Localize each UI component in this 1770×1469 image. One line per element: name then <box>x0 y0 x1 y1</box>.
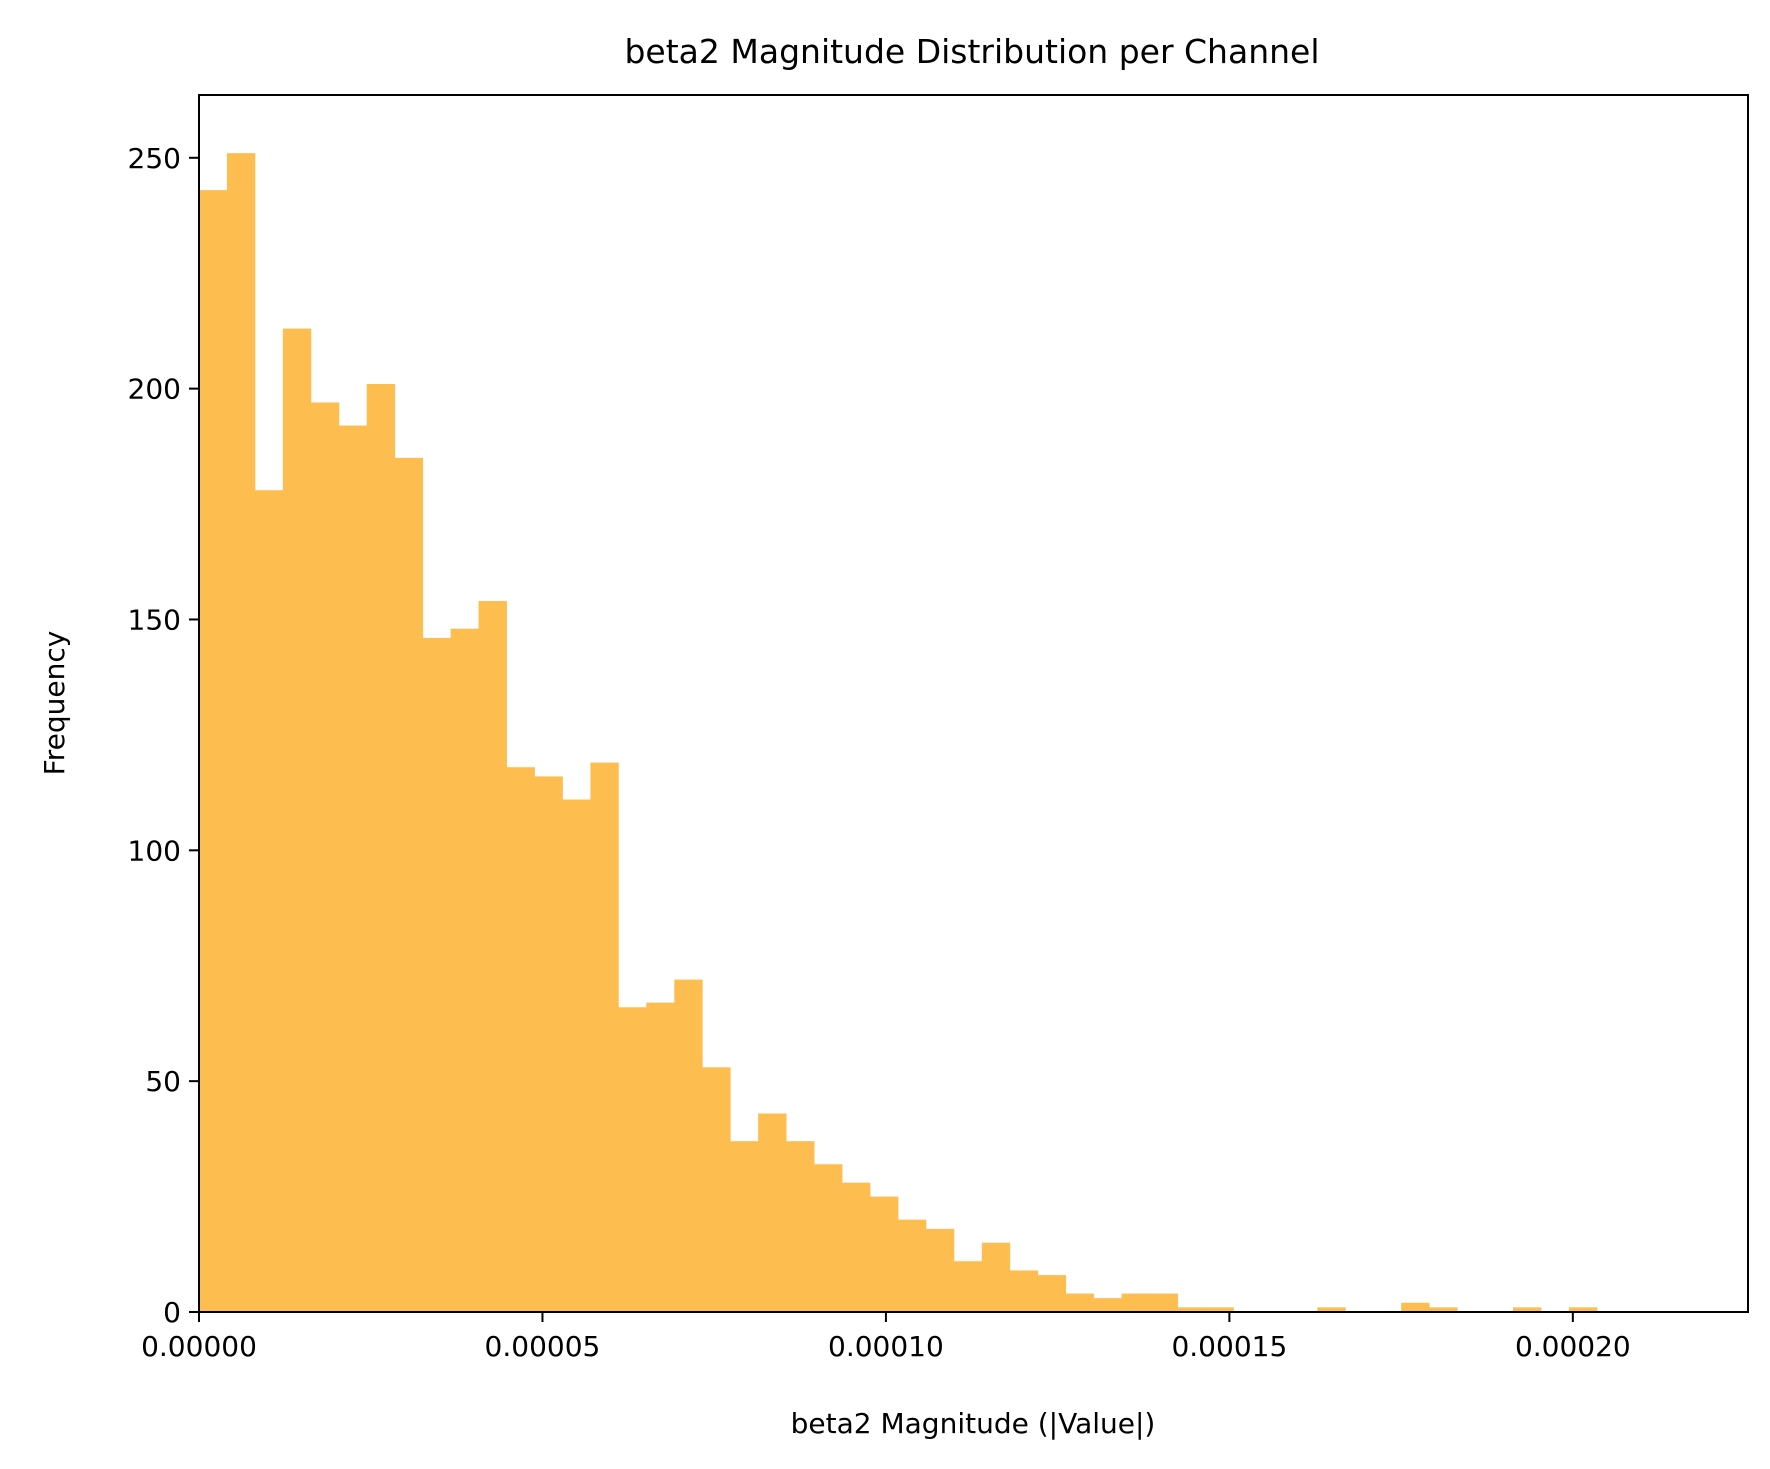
histogram-bar <box>1317 1307 1346 1312</box>
histogram-bar <box>1205 1307 1234 1312</box>
histogram-bar <box>730 1141 759 1312</box>
bars-layer <box>199 153 1598 1313</box>
histogram-bar <box>1093 1298 1122 1312</box>
histogram-bar <box>254 490 284 1312</box>
histogram-bar <box>562 799 591 1312</box>
histogram-bar <box>1065 1293 1095 1312</box>
histogram-bar <box>646 1002 675 1312</box>
histogram-bar <box>394 457 424 1312</box>
histogram-bar <box>897 1219 927 1312</box>
histogram-bar <box>981 1242 1011 1312</box>
x-tick-label: 0.00010 <box>828 1330 944 1363</box>
histogram-bar <box>1568 1307 1598 1312</box>
chart-title: beta2 Magnitude Distribution per Channel <box>624 32 1319 71</box>
histogram-bar <box>618 1007 647 1312</box>
y-tick-label: 250 <box>128 142 181 175</box>
y-tick-label: 200 <box>128 373 181 406</box>
histogram-bar <box>366 384 396 1312</box>
histogram-bar <box>674 979 703 1312</box>
histogram-bar <box>590 762 619 1312</box>
histogram-bar <box>1177 1307 1206 1312</box>
histogram-bar <box>842 1182 871 1312</box>
x-axis-ticks: 0.00000 0.00005 0.00010 0.00015 0.00020 <box>141 1312 1631 1363</box>
histogram-bar <box>702 1067 731 1312</box>
histogram-bar <box>310 402 340 1313</box>
histogram-bar <box>1401 1302 1430 1312</box>
x-tick-label: 0.00005 <box>485 1330 601 1363</box>
histogram-bar <box>506 767 535 1312</box>
histogram-bar <box>925 1228 955 1312</box>
histogram-bar <box>1037 1275 1067 1312</box>
histogram-bar <box>534 776 563 1312</box>
y-tick-label: 50 <box>145 1065 181 1098</box>
histogram-bar <box>422 637 452 1312</box>
y-axis-label: Frequency <box>38 631 71 776</box>
y-tick-label: 0 <box>163 1296 181 1329</box>
histogram-bar <box>338 425 368 1312</box>
histogram-bar <box>282 328 312 1312</box>
histogram-bar <box>1429 1307 1458 1312</box>
histogram-bar <box>1149 1293 1178 1312</box>
plot-frame <box>198 94 1749 1313</box>
histogram-bar <box>478 601 507 1312</box>
histogram-bar <box>786 1141 815 1312</box>
y-tick-label: 150 <box>128 603 181 636</box>
histogram-bar <box>758 1113 787 1312</box>
histogram-bar <box>199 190 228 1313</box>
x-axis-label: beta2 Magnitude (|Value|) <box>791 1407 1156 1440</box>
histogram-bar <box>1513 1307 1542 1312</box>
y-tick-label: 100 <box>128 834 181 867</box>
x-tick-label: 0.00000 <box>141 1330 257 1363</box>
histogram-bar <box>814 1164 843 1312</box>
histogram-bar <box>226 153 256 1312</box>
histogram-bar <box>953 1261 983 1312</box>
histogram-bar <box>1121 1293 1150 1312</box>
histogram-bar <box>869 1196 899 1312</box>
x-tick-label: 0.00020 <box>1515 1330 1631 1363</box>
x-tick-label: 0.00015 <box>1171 1330 1287 1363</box>
y-axis-ticks: 0 50 100 150 200 250 <box>128 142 199 1329</box>
histogram-bar <box>1009 1270 1039 1312</box>
histogram-bar <box>450 628 479 1312</box>
